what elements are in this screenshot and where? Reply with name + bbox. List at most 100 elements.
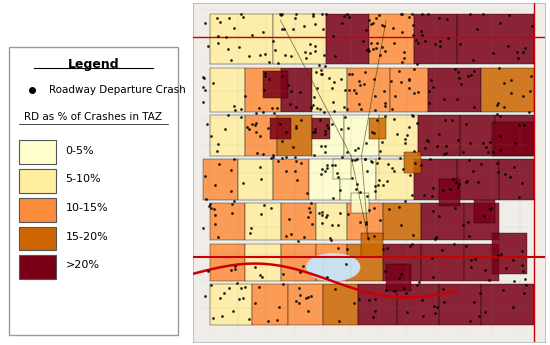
Point xyxy=(338,20,346,26)
Point xyxy=(310,152,318,158)
Point xyxy=(405,77,414,82)
Point xyxy=(368,130,377,135)
Point xyxy=(504,12,513,17)
Point xyxy=(337,76,345,82)
Point xyxy=(351,187,360,192)
Point xyxy=(292,11,300,16)
Point xyxy=(199,84,207,90)
Bar xyxy=(421,203,464,240)
Bar xyxy=(323,284,358,325)
Point xyxy=(474,179,483,185)
Point xyxy=(361,140,370,145)
Point xyxy=(363,168,372,174)
Point xyxy=(295,300,304,306)
Point xyxy=(373,160,382,166)
Point xyxy=(425,88,434,94)
Point xyxy=(466,265,475,270)
Point xyxy=(210,206,219,212)
Point xyxy=(209,80,218,86)
Bar xyxy=(456,159,499,199)
Point xyxy=(292,125,300,131)
Point xyxy=(327,122,336,127)
Point xyxy=(327,223,336,228)
Point xyxy=(418,32,427,38)
Point xyxy=(363,236,372,241)
Point xyxy=(384,207,393,212)
Point xyxy=(273,60,282,66)
Point xyxy=(255,284,263,290)
Point xyxy=(245,127,254,132)
Point xyxy=(405,85,414,90)
Point xyxy=(207,205,216,210)
Point xyxy=(315,117,324,122)
Text: 0-5%: 0-5% xyxy=(65,146,94,156)
Point xyxy=(431,236,440,241)
Point xyxy=(370,107,379,112)
Point xyxy=(318,220,327,226)
Point xyxy=(230,103,239,109)
Point xyxy=(209,316,218,321)
Point xyxy=(433,143,442,148)
Point xyxy=(231,107,240,113)
Point xyxy=(397,222,405,228)
Point xyxy=(278,155,287,161)
Point xyxy=(402,310,411,315)
Point xyxy=(477,161,486,167)
Point xyxy=(241,93,250,99)
Point xyxy=(494,252,503,258)
Point xyxy=(223,113,232,118)
Bar xyxy=(280,68,312,112)
Point xyxy=(465,157,474,162)
Point xyxy=(353,156,361,162)
Point xyxy=(454,76,463,81)
Point xyxy=(344,71,353,77)
Point xyxy=(284,83,293,88)
Point xyxy=(408,192,417,197)
Bar xyxy=(210,284,252,325)
Point xyxy=(430,303,438,308)
Point xyxy=(525,88,534,93)
Point xyxy=(288,144,297,150)
Point xyxy=(331,286,339,292)
Point xyxy=(485,140,494,145)
Point xyxy=(212,149,221,154)
Point xyxy=(429,274,438,280)
Point xyxy=(344,211,353,217)
Text: RD as % of Crashes in TAZ: RD as % of Crashes in TAZ xyxy=(24,112,162,122)
Point xyxy=(334,245,343,251)
Point xyxy=(361,221,370,227)
Point xyxy=(319,26,328,32)
Point xyxy=(371,93,380,99)
Bar xyxy=(280,203,316,240)
Point xyxy=(400,56,409,61)
Point xyxy=(510,140,519,146)
FancyBboxPatch shape xyxy=(9,47,178,335)
Point xyxy=(484,277,493,283)
Point xyxy=(508,258,517,263)
Point xyxy=(443,16,452,22)
Point xyxy=(428,185,437,190)
Bar xyxy=(383,203,421,240)
Point xyxy=(227,167,236,172)
Point xyxy=(518,262,526,268)
Point xyxy=(220,126,229,132)
Bar xyxy=(273,13,326,64)
Point xyxy=(466,140,475,146)
Point xyxy=(265,59,273,65)
Point xyxy=(365,48,373,53)
Point xyxy=(267,206,276,211)
Point xyxy=(408,241,416,247)
Bar xyxy=(368,118,386,139)
Point xyxy=(378,44,387,50)
Point xyxy=(256,211,265,217)
Point xyxy=(453,137,462,143)
Point xyxy=(362,47,371,52)
Point xyxy=(265,76,273,82)
Point xyxy=(397,271,405,277)
Point xyxy=(340,88,349,93)
Point xyxy=(409,148,418,154)
Point xyxy=(317,72,326,77)
Point xyxy=(417,28,426,33)
Point xyxy=(405,124,414,129)
Bar xyxy=(245,244,280,281)
